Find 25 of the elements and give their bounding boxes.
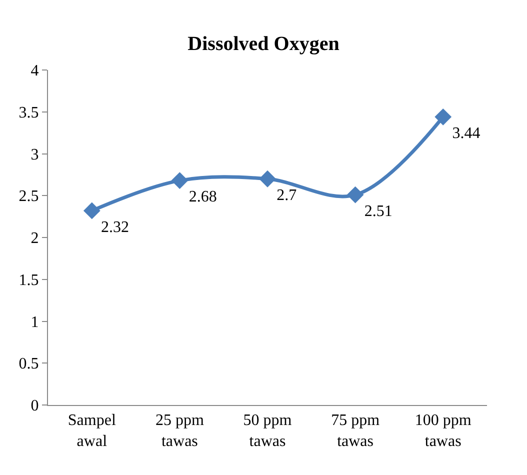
y-tick-label: 4 (30, 62, 39, 80)
point (171, 172, 188, 189)
data-label: 2.7 (276, 186, 297, 204)
y-tick-label: 1.5 (18, 272, 39, 289)
point (434, 108, 452, 126)
x-tick-label: 50 ppm tawas (243, 412, 292, 450)
data-label: 3.44 (452, 125, 480, 142)
point (83, 202, 100, 220)
y-tick-label: 0.5 (18, 356, 39, 373)
y-tick-label: 0 (30, 398, 39, 415)
y-tick-label: 3 (30, 146, 39, 164)
x-tick-label: 75 ppm tawas (331, 412, 380, 450)
y-tick-label: 1 (30, 314, 39, 331)
y-tick-label: 3.5 (18, 104, 39, 122)
x-tick-label: Sampel awal (68, 412, 116, 450)
x-tick-label: 25 ppm tawas (155, 412, 204, 450)
data-label: 2.32 (101, 218, 130, 236)
point (259, 170, 276, 188)
data-label: 2.51 (364, 202, 392, 220)
x-tick-label: 100 ppm tawas (414, 412, 472, 450)
chart-title: Dissolved Oxygen (188, 32, 340, 55)
point (346, 186, 364, 204)
y-tick-label: 2 (30, 230, 39, 248)
y-tick-label: 2.5 (18, 188, 39, 206)
data-label: 2.68 (188, 188, 217, 206)
